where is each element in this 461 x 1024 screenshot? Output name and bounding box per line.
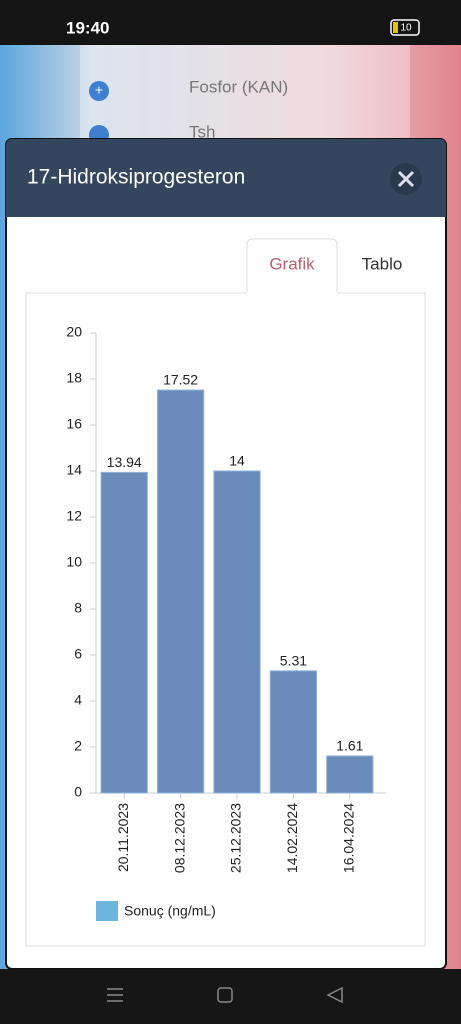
data-label: 17.52 bbox=[163, 372, 198, 388]
data-label: 5.31 bbox=[280, 653, 307, 669]
data-label: 1.61 bbox=[336, 738, 363, 754]
x-tick-label: 25.12.2023 bbox=[228, 803, 244, 873]
modal-header bbox=[6, 139, 446, 217]
data-label: 13.94 bbox=[107, 454, 142, 470]
y-tick-label: 10 bbox=[66, 554, 82, 570]
y-tick-label: 2 bbox=[74, 738, 82, 754]
bar bbox=[100, 471, 148, 794]
y-tick-label: 0 bbox=[74, 784, 82, 800]
nav-menu[interactable] bbox=[107, 988, 123, 1002]
x-tick-label: 20.11.2023 bbox=[115, 803, 131, 872]
y-tick-label: 18 bbox=[66, 370, 82, 386]
legend-swatch bbox=[96, 901, 118, 921]
y-tick-label: 14 bbox=[66, 462, 82, 478]
add-icon[interactable] bbox=[89, 81, 109, 101]
nav-home[interactable] bbox=[217, 987, 233, 1003]
data-label: 14 bbox=[229, 453, 245, 469]
y-tick-label: 16 bbox=[66, 416, 82, 432]
legend-label: Sonuç (ng/mL) bbox=[124, 903, 216, 919]
list-item[interactable]: Fosfor (KAN) bbox=[189, 77, 288, 96]
y-tick-label: 4 bbox=[74, 692, 82, 708]
nav-back[interactable] bbox=[326, 986, 343, 1004]
battery-icon bbox=[390, 19, 420, 36]
bar bbox=[156, 389, 205, 794]
bar bbox=[326, 755, 374, 794]
close-icon bbox=[397, 170, 415, 188]
chart: 0 2 4 6 8 10 12 14 16 18 20 13.94 17.52 14 5.31 1.61 20.… bbox=[66, 324, 386, 921]
x-tick-label: 14.02.2024 bbox=[284, 803, 300, 873]
x-tick-label: 08.12.2023 bbox=[171, 803, 187, 873]
tab-grafik[interactable]: Grafik bbox=[269, 254, 315, 273]
chart-panel bbox=[25, 292, 426, 947]
modal-title: 17-Hidroksiprogesteron bbox=[27, 166, 245, 189]
y-tick-label: 20 bbox=[66, 324, 82, 340]
battery-level bbox=[393, 22, 398, 33]
status-bar bbox=[0, 0, 461, 45]
battery-text: 10 bbox=[400, 23, 412, 34]
y-tick-label: 6 bbox=[74, 646, 82, 662]
nav-bar bbox=[0, 969, 461, 1024]
tab-tablo[interactable]: Tablo bbox=[362, 254, 403, 273]
list-item[interactable]: Tsh bbox=[189, 122, 215, 141]
list-bg bbox=[80, 45, 410, 145]
y-tick-label: 12 bbox=[66, 508, 82, 524]
bar bbox=[269, 670, 318, 794]
tab-active[interactable] bbox=[246, 238, 338, 293]
y-tick-label: 8 bbox=[74, 600, 82, 616]
x-tick-label: 16.04.2024 bbox=[341, 803, 357, 873]
time: 19:40 bbox=[66, 18, 109, 37]
bar bbox=[213, 470, 261, 794]
add-plus: + bbox=[95, 82, 103, 98]
